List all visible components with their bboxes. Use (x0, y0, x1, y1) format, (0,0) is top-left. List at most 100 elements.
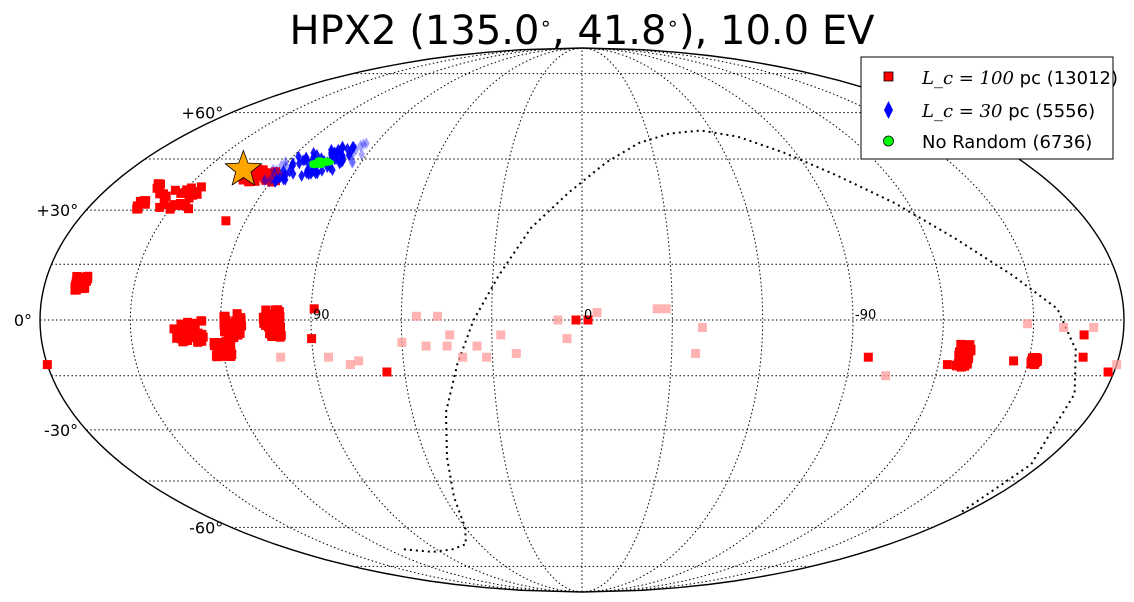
lc30-event-point (344, 142, 351, 155)
lc100-event-point (959, 347, 969, 357)
lc100-event-point (74, 282, 84, 292)
faint-event-point (1089, 323, 1099, 332)
degree-symbol: ∘ (539, 11, 552, 35)
lc100-event-point (962, 359, 972, 369)
lc100-event-point (190, 320, 200, 329)
lc30-event-point (261, 173, 269, 186)
faint-event-point (324, 352, 333, 362)
faint-event-point (472, 341, 482, 351)
lat-tick-label: -60° (189, 518, 223, 537)
lc30-event-point (298, 169, 305, 182)
lc100-event-point (225, 318, 235, 328)
lc30-event-point (261, 175, 268, 188)
faint-event-point (397, 337, 407, 347)
lc100-event-point (225, 330, 235, 340)
lc30-event-point (334, 146, 341, 159)
lc100-event-point (954, 351, 964, 360)
legend-entry-no-random: No Random (6736) (922, 132, 1092, 153)
lc100-event-point (231, 319, 241, 329)
lc100-event-point (196, 182, 206, 192)
lc100-event-point (183, 336, 193, 345)
lc100-event-point (42, 360, 52, 370)
legend-math-lc100: L_c = 100 (921, 68, 1014, 89)
faint-event-point (345, 360, 355, 370)
lc100-event-point (863, 352, 873, 362)
faint-event-point (511, 349, 521, 358)
lc100-event-point (382, 367, 392, 377)
lc100-event-point (942, 360, 952, 370)
meridian-line (129, 47, 583, 593)
lc100-event-point (267, 168, 277, 178)
lc100-event-point (221, 216, 231, 226)
lc100-event-point (1103, 367, 1113, 377)
faint-event-point (1112, 360, 1122, 370)
faint-event-point (697, 323, 707, 332)
faint-event-point (442, 341, 452, 351)
lc100-event-point (1078, 352, 1088, 362)
lc30-event-point (273, 164, 280, 177)
lc30-event-point (328, 148, 335, 161)
faint-event-point (458, 352, 468, 362)
grid-lines (51, 47, 1113, 593)
lc30-event-point (282, 156, 289, 169)
lc30-event-point (363, 137, 370, 150)
lc100-event-point (275, 322, 285, 332)
legend-marker-circle (883, 135, 894, 147)
lc30-event-point (281, 173, 289, 186)
no-random-event-point (309, 160, 320, 167)
lc100-event-point (221, 336, 231, 346)
legend-marker-diamond (884, 101, 893, 119)
lc100-event-point (952, 360, 962, 370)
axis-ticks: +60° +30° 0° -30° -60° 90 0 -90 (14, 104, 876, 538)
lc30-event-point (357, 139, 364, 152)
faint-event-point (445, 330, 455, 340)
faint-event-point (421, 341, 431, 351)
lc100-event-point (275, 332, 285, 342)
lc100-event-point (571, 315, 581, 325)
lc100-event-point (956, 339, 966, 349)
degree-symbol: ∘ (666, 11, 679, 35)
faint-event-point (1059, 323, 1069, 332)
lc100-event-point (275, 311, 285, 321)
map-boundary (39, 47, 1125, 593)
lc30-event-point (348, 156, 356, 169)
lc30-event-point (271, 168, 278, 181)
lc100-event-point (220, 327, 229, 337)
legend-box (860, 56, 1114, 160)
lc100-event-point (188, 187, 198, 196)
lc30-event-point (295, 157, 303, 170)
lc100-event-point (259, 318, 269, 328)
lc30-event-point (358, 148, 366, 161)
faint-event-point (354, 356, 364, 366)
lc100-event-point (309, 304, 319, 314)
lc100-event-point (172, 333, 182, 343)
lc30-event-point (338, 149, 346, 162)
lc100-event-point (237, 321, 247, 331)
lc100-event-point (155, 180, 164, 190)
lat-tick-label: +30° (36, 201, 78, 220)
faint-event-point (691, 349, 701, 358)
lc100-event-point (182, 322, 192, 332)
lc100-event-point (82, 276, 91, 286)
lc100-event-point (1009, 356, 1019, 366)
lc100-event-point (258, 312, 268, 322)
legend: L_c = 100 pc (13012) L_c = 30 pc (5556) … (860, 56, 1118, 160)
lc30-event-point (360, 138, 367, 151)
lc100-event-point (273, 306, 283, 316)
lc30-event-point (289, 167, 297, 180)
no-random-event-point (317, 159, 328, 166)
lc100-event-point (176, 319, 186, 329)
data-points (42, 137, 1122, 381)
lc100-event-point (231, 325, 240, 335)
lc100-event-point (221, 351, 230, 361)
lc100-event-point (264, 173, 274, 183)
lc100-event-point (176, 188, 186, 198)
lc100-event-point (197, 336, 207, 346)
lc30-event-point (304, 164, 311, 177)
lc30-event-point (329, 163, 336, 176)
lc30-event-point (273, 173, 281, 186)
lc30-event-point (289, 157, 297, 170)
lc100-event-point (166, 202, 176, 212)
lc100-event-point (265, 329, 275, 339)
lc100-event-point (190, 333, 200, 343)
